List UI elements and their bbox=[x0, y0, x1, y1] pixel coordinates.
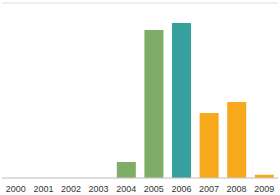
svg-text:2002: 2002 bbox=[61, 184, 81, 194]
svg-text:2004: 2004 bbox=[116, 184, 136, 194]
svg-text:2003: 2003 bbox=[89, 184, 109, 194]
svg-text:2009: 2009 bbox=[254, 184, 272, 194]
svg-text:2005: 2005 bbox=[144, 184, 164, 194]
svg-text:2001: 2001 bbox=[33, 184, 53, 194]
svg-text:2006: 2006 bbox=[171, 184, 191, 194]
svg-text:2000: 2000 bbox=[8, 184, 26, 194]
svg-text:2007: 2007 bbox=[199, 184, 219, 194]
svg-text:2008: 2008 bbox=[227, 184, 247, 194]
